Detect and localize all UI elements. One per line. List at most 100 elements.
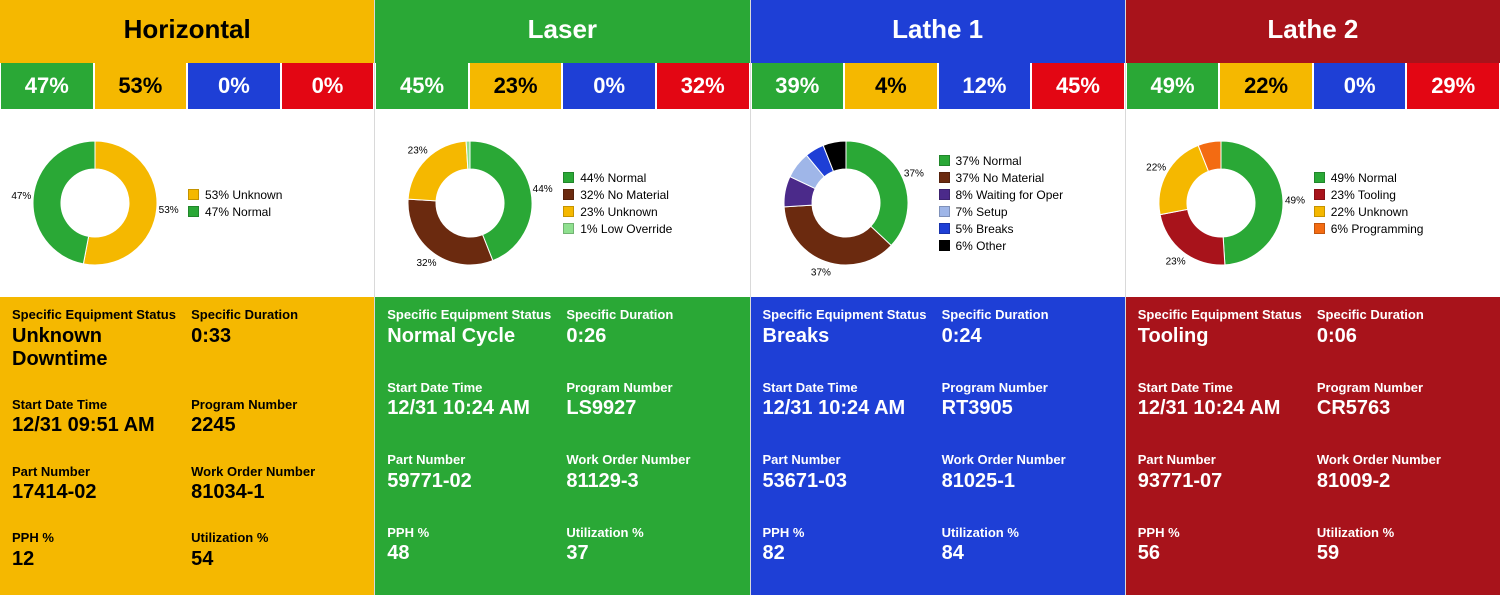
legend-swatch: [1314, 172, 1325, 183]
legend-label: 5% Breaks: [956, 222, 1014, 236]
field-value: 56: [1138, 542, 1309, 565]
field-value: 81009-2: [1317, 470, 1488, 493]
field-value: 0:33: [191, 325, 362, 348]
field-label: Utilization %: [942, 525, 1113, 541]
field-label: Start Date Time: [387, 380, 558, 396]
field-value: 54: [191, 548, 362, 571]
donut-slice-label: 53%: [159, 205, 179, 216]
legend-swatch: [563, 172, 574, 183]
legend-item: 5% Breaks: [939, 222, 1115, 236]
field-value: 82: [763, 542, 934, 565]
field-value: 81034-1: [191, 481, 362, 504]
percent-cell: 23%: [470, 63, 562, 109]
field-value: 37: [566, 542, 737, 565]
legend-item: 1% Low Override: [563, 222, 739, 236]
field-pph: PPH %82: [763, 525, 934, 588]
field-label: Specific Duration: [566, 307, 737, 323]
donut-slice-label: 37%: [903, 169, 923, 180]
legend: 49% Normal 23% Tooling 22% Unknown 6% Progr…: [1306, 168, 1490, 239]
field-util: Utilization %84: [942, 525, 1113, 588]
legend-item: 37% No Material: [939, 171, 1115, 185]
legend-label: 49% Normal: [1331, 171, 1397, 185]
details-grid: Specific Equipment StatusToolingSpecific…: [1126, 297, 1500, 595]
field-label: Part Number: [387, 452, 558, 468]
field-value: LS9927: [566, 397, 737, 420]
legend-item: 44% Normal: [563, 171, 739, 185]
legend-swatch: [188, 206, 199, 217]
field-label: PPH %: [1138, 525, 1309, 541]
legend-item: 49% Normal: [1314, 171, 1490, 185]
field-value: 81025-1: [942, 470, 1113, 493]
field-label: Program Number: [566, 380, 737, 396]
legend-label: 6% Programming: [1331, 222, 1424, 236]
field-label: Specific Duration: [942, 307, 1113, 323]
legend: 37% Normal37% No Material8% Waiting for …: [931, 151, 1115, 256]
field-label: Work Order Number: [1317, 452, 1488, 468]
donut-slice-label: 22%: [1146, 162, 1166, 173]
field-pph: PPH %56: [1138, 525, 1309, 588]
chart-area: 47%53%53% Unknown47% Normal: [0, 109, 374, 297]
panel-title: Laser: [375, 0, 749, 63]
field-label: Program Number: [191, 397, 362, 413]
details-grid: Specific Equipment StatusNormal Cycle Spe…: [375, 297, 749, 595]
field-start: Start Date Time12/31 09:51 AM: [12, 397, 183, 454]
legend-item: 6% Other: [939, 239, 1115, 253]
percent-cell: 47%: [1, 63, 93, 109]
percent-cell: 29%: [1407, 63, 1499, 109]
field-value: 12/31 10:24 AM: [387, 397, 558, 420]
field-duration: Specific Duration0:06: [1317, 307, 1488, 370]
donut-slice: [784, 205, 891, 265]
legend-label: 53% Unknown: [205, 188, 282, 202]
field-value: 12/31 10:24 AM: [763, 397, 934, 420]
percent-cell: 0%: [1314, 63, 1406, 109]
legend-label: 32% No Material: [580, 188, 669, 202]
field-label: Start Date Time: [763, 380, 934, 396]
field-value: Breaks: [763, 325, 934, 348]
field-value: Tooling: [1138, 325, 1309, 348]
field-part: Part Number59771-02: [387, 452, 558, 515]
field-value: 0:06: [1317, 325, 1488, 348]
legend-item: 22% Unknown: [1314, 205, 1490, 219]
field-label: PPH %: [387, 525, 558, 541]
legend: 53% Unknown47% Normal: [180, 185, 364, 222]
percent-cell: 0%: [188, 63, 280, 109]
field-value: 12: [12, 548, 183, 571]
field-pph: PPH %48: [387, 525, 558, 588]
field-value: Normal Cycle: [387, 325, 558, 348]
legend-label: 44% Normal: [580, 171, 646, 185]
legend-item: 6% Programming: [1314, 222, 1490, 236]
field-label: Part Number: [1138, 452, 1309, 468]
legend-swatch: [563, 206, 574, 217]
donut-slice: [1159, 145, 1208, 214]
field-part: Part Number53671-03: [763, 452, 934, 515]
legend-swatch: [1314, 223, 1325, 234]
field-value: 12/31 10:24 AM: [1138, 397, 1309, 420]
legend-swatch: [939, 155, 950, 166]
percent-row: 47%53%0%0%: [0, 63, 374, 109]
field-label: Start Date Time: [1138, 380, 1309, 396]
legend-label: 23% Tooling: [1331, 188, 1396, 202]
field-value: CR5763: [1317, 397, 1488, 420]
legend-item: 53% Unknown: [188, 188, 364, 202]
donut-slice-label: 49%: [1285, 196, 1305, 207]
chart-area: 37%37%37% Normal37% No Material8% Waitin…: [751, 109, 1125, 297]
legend-swatch: [939, 206, 950, 217]
legend-item: 8% Waiting for Oper: [939, 188, 1115, 202]
panel-title: Horizontal: [0, 0, 374, 63]
field-workorder: Work Order Number81025-1: [942, 452, 1113, 515]
machine-panel: Lathe 139%4%12%45%37%37%37% Normal37% No…: [751, 0, 1126, 595]
panel-title: Lathe 2: [1126, 0, 1500, 63]
legend-swatch: [1314, 206, 1325, 217]
field-label: Utilization %: [191, 530, 362, 546]
field-value: 0:26: [566, 325, 737, 348]
field-program: Program NumberRT3905: [942, 380, 1113, 443]
details-grid: Specific Equipment StatusBreaksSpecific …: [751, 297, 1125, 595]
field-value: 12/31 09:51 AM: [12, 414, 183, 437]
legend-item: 32% No Material: [563, 188, 739, 202]
legend-label: 37% No Material: [956, 171, 1045, 185]
percent-cell: 0%: [282, 63, 374, 109]
legend-swatch: [939, 189, 950, 200]
field-value: 59: [1317, 542, 1488, 565]
field-program: Program NumberCR5763: [1317, 380, 1488, 443]
field-status: Specific Equipment StatusNormal Cycle: [387, 307, 558, 370]
